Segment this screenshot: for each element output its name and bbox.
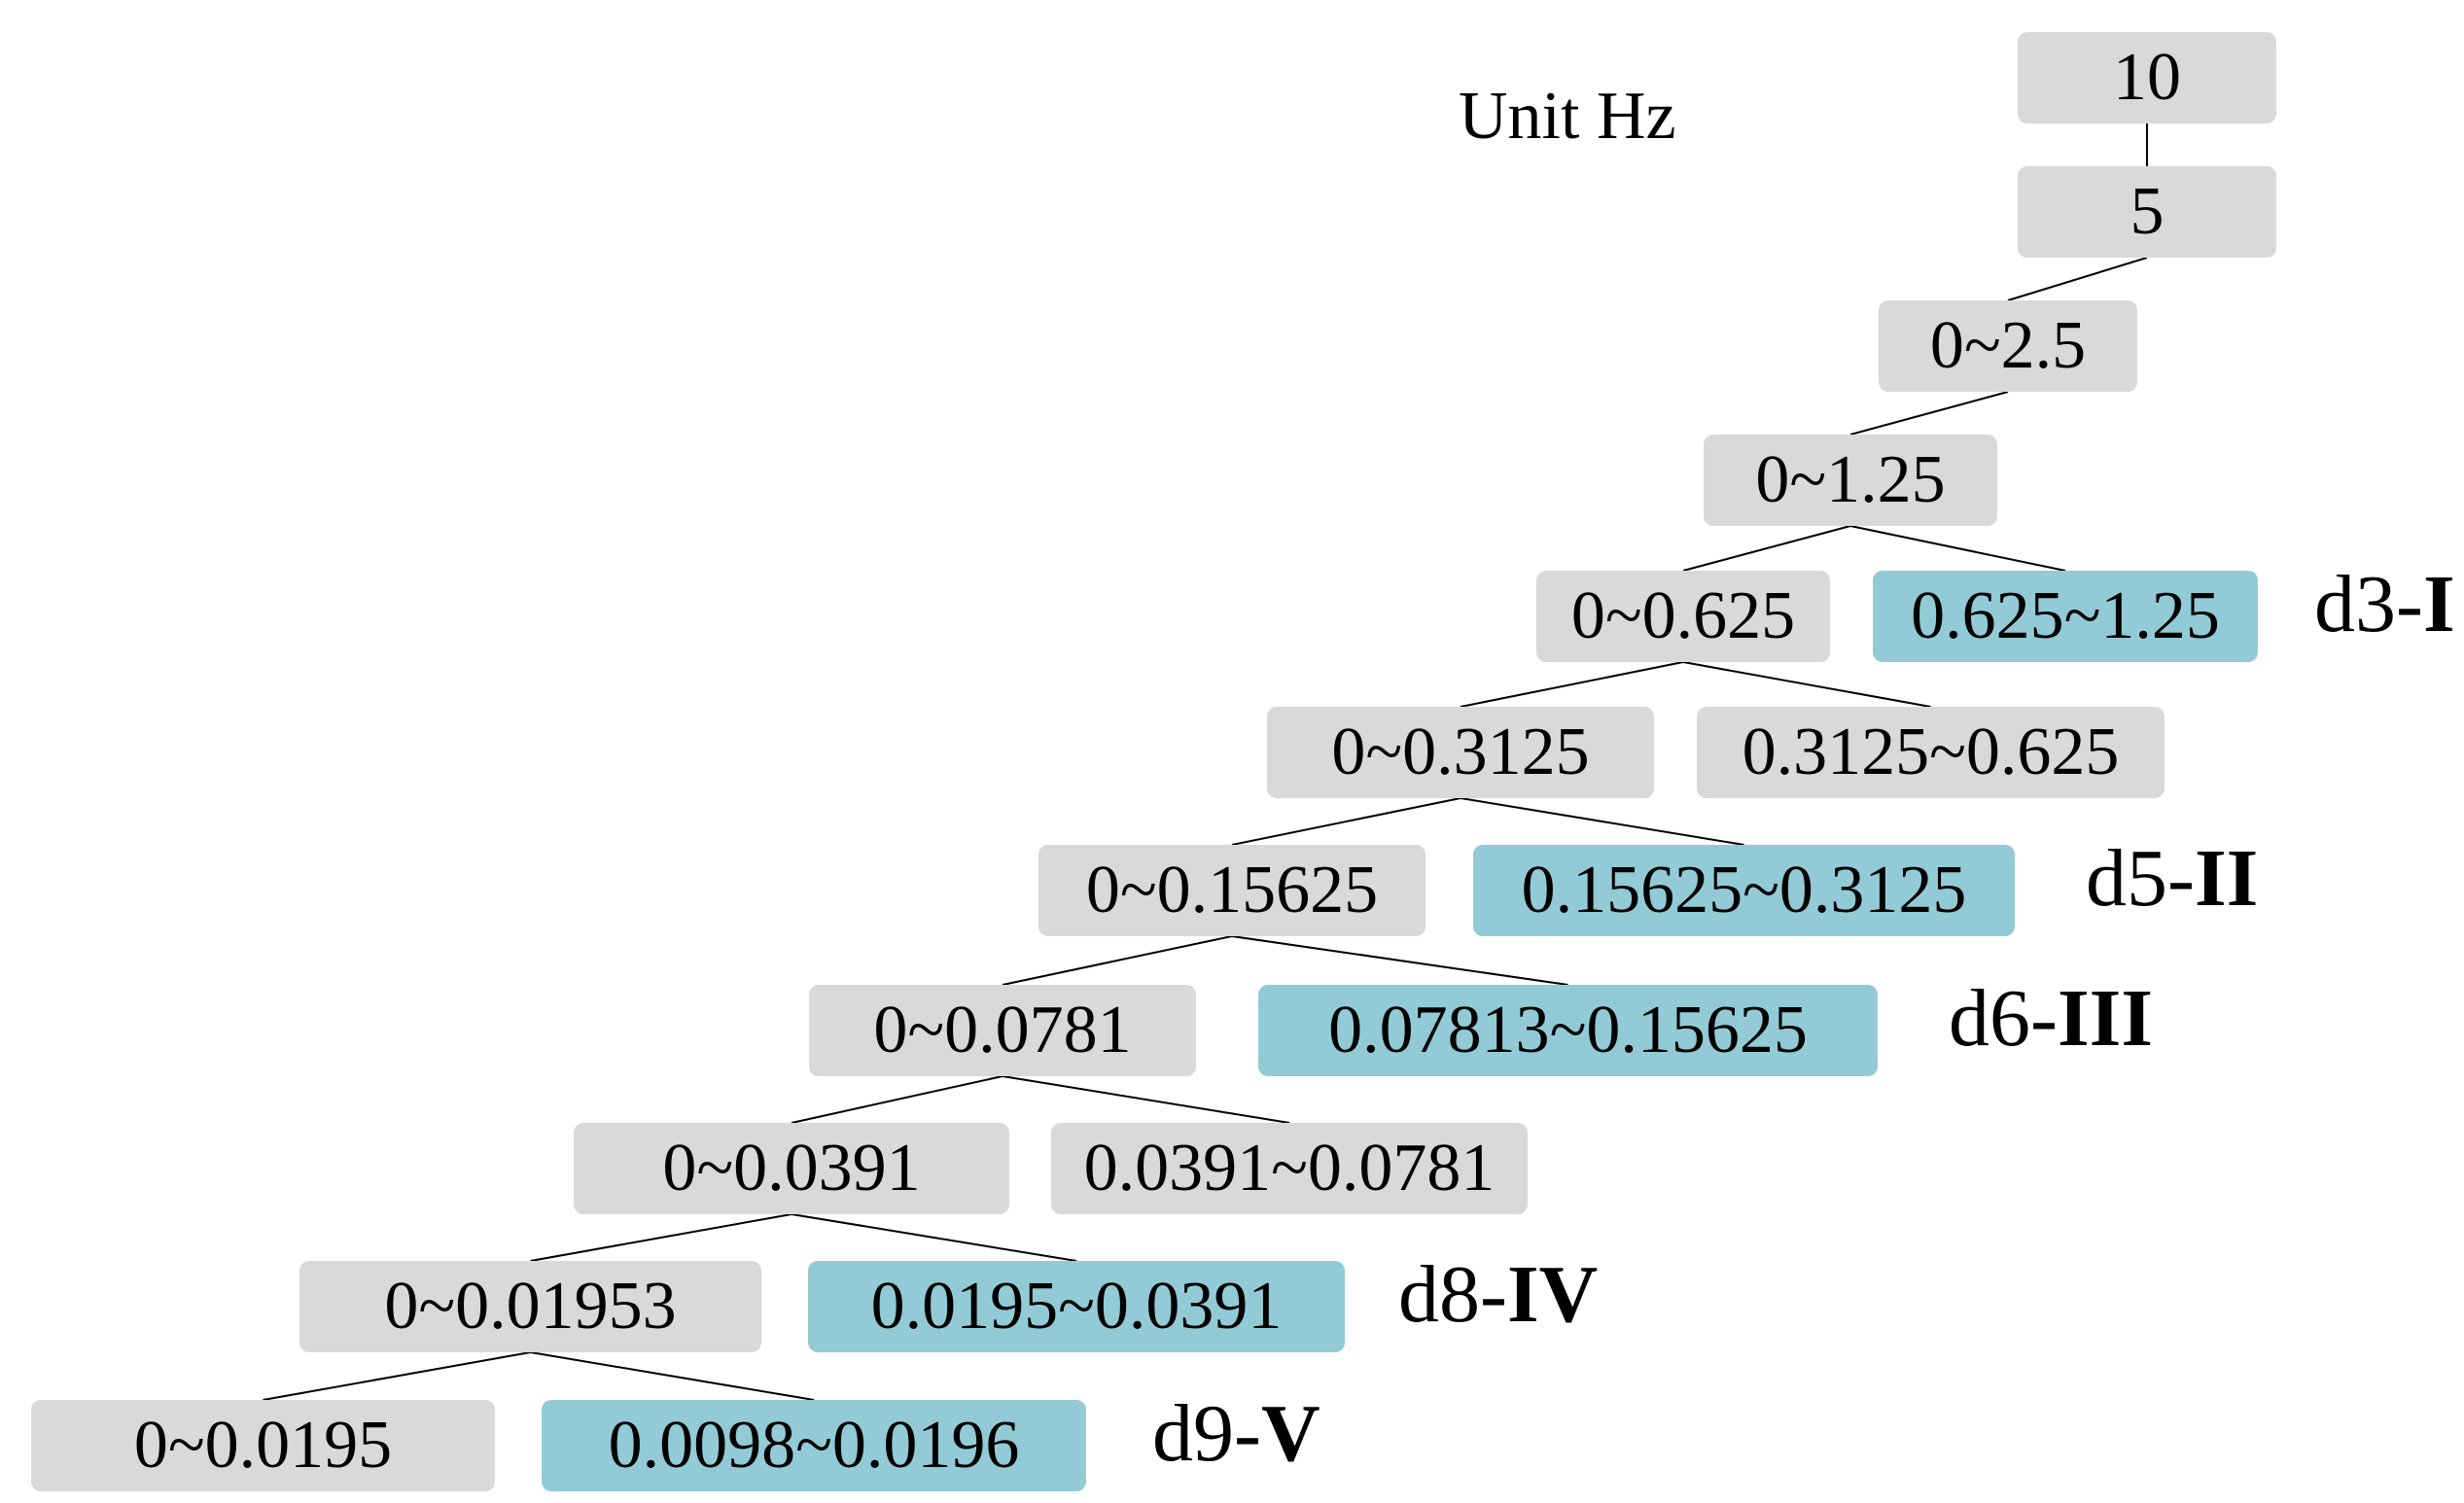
band-node-h0_0391: 0.0391~0.0781 [1051, 1123, 1528, 1214]
edge-n0_625-to-n0_3125 [1460, 661, 1684, 708]
edge-n1_25-to-d3 [1849, 525, 2066, 572]
unit-label: Unit Hz [1459, 79, 1676, 154]
edge-n0_3125-to-d5 [1460, 797, 1744, 846]
edge-n0_01953-to-d9 [530, 1351, 815, 1401]
edge-n0_0781-to-h0_0391 [1002, 1075, 1290, 1124]
level-label-prefix: d9- [1152, 1388, 1261, 1479]
edge-n0_15625-to-n0_0781 [1002, 935, 1233, 986]
level-label-prefix: d8- [1398, 1249, 1507, 1340]
band-node-n0_01953: 0~0.01953 [299, 1261, 761, 1352]
band-node-n0_15625: 0~0.15625 [1038, 845, 1426, 936]
band-node-n0_0391: 0~0.0391 [574, 1123, 1009, 1214]
edge-n0_01953-to-n0_0195 [263, 1351, 531, 1401]
edge-n1_25-to-n0_625 [1682, 525, 1851, 572]
level-label-roman: III [2057, 973, 2154, 1064]
band-node-n0_0781: 0~0.0781 [809, 985, 1196, 1076]
level-label-d3: d3-I [2314, 564, 2455, 646]
level-label-roman: IV [1506, 1249, 1599, 1340]
band-node-n5: 5 [2018, 166, 2276, 258]
edge-n0_0391-to-d8 [791, 1213, 1077, 1262]
edge-n0_0391-to-n0_01953 [530, 1213, 792, 1262]
band-node-n0_0195: 0~0.0195 [31, 1400, 495, 1491]
level-label-prefix: d6- [1949, 973, 2058, 1064]
level-label-prefix: d3- [2314, 559, 2423, 649]
selected-band-node-d8: 0.0195~0.0391 [808, 1261, 1345, 1352]
band-node-n0_3125: 0~0.3125 [1267, 707, 1654, 798]
edge-n5-to-n2_5 [2007, 257, 2148, 301]
selected-band-node-d5: 0.15625~0.3125 [1473, 845, 2015, 936]
edge-n0_0781-to-n0_0391 [791, 1075, 1003, 1124]
level-label-d5: d5-II [2086, 838, 2258, 920]
level-label-roman: I [2422, 559, 2455, 649]
level-label-roman: V [1260, 1388, 1320, 1479]
edge-n0_15625-to-d6 [1231, 935, 1568, 986]
edge-n0_625-to-h0_3125 [1682, 661, 1931, 708]
level-label-roman: II [2194, 833, 2259, 924]
band-node-n1_25: 0~1.25 [1704, 435, 1997, 526]
level-label-d8: d8-IV [1398, 1254, 1598, 1336]
band-node-n2_5: 0~2.5 [1879, 300, 2137, 392]
band-node-n10: 10 [2018, 32, 2276, 123]
edge-n0_3125-to-n0_15625 [1231, 797, 1461, 846]
band-node-n0_625: 0~0.625 [1536, 571, 1830, 662]
level-label-d9: d9-V [1152, 1393, 1320, 1475]
band-node-h0_3125: 0.3125~0.625 [1697, 707, 2165, 798]
selected-band-node-d9: 0.0098~0.0196 [542, 1400, 1086, 1491]
edge-n2_5-to-n1_25 [1849, 391, 2009, 436]
selected-band-node-d3: 0.625~1.25 [1873, 571, 2258, 662]
level-label-d6: d6-III [1949, 978, 2153, 1060]
selected-band-node-d6: 0.07813~0.15625 [1258, 985, 1878, 1076]
level-label-prefix: d5- [2086, 833, 2195, 924]
